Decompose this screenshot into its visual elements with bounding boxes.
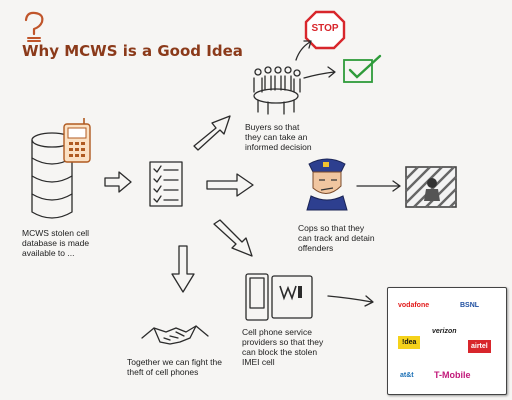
arrow-to-checklist (104, 171, 132, 193)
arrow-to-jail (356, 180, 401, 192)
att-logo: at&t (400, 372, 414, 379)
providers-label: Cell phone service providers so that the… (242, 327, 324, 367)
airtel-logo: airtel (468, 340, 491, 353)
arrow-to-carriers (327, 295, 374, 307)
idea-logo: !dea (398, 336, 421, 349)
together-label: Together we can fight the theft of cell … (127, 357, 222, 377)
checklist-icon (149, 161, 183, 207)
cell-phone-icon (63, 118, 91, 163)
tmobile-logo: T-Mobile (434, 370, 471, 380)
question-mark-icon (24, 11, 44, 42)
arrow-to-together (171, 245, 195, 293)
arrow-to-providers (213, 219, 253, 257)
cop-icon (306, 158, 348, 211)
page-title: Why MCWS is a Good Idea (22, 42, 243, 60)
stop-sign-text: STOP (311, 23, 339, 34)
verizon-logo: verizon (432, 328, 457, 335)
database-label: MCWS stolen cell database is made availa… (22, 228, 90, 258)
handshake-icon (141, 325, 209, 345)
stop-sign-icon (304, 10, 346, 50)
carriers-panel: vodafone BSNL verizon !dea airtel at&t T… (387, 287, 507, 395)
check-mark-icon (343, 54, 382, 83)
vodafone-logo: vodafone (398, 302, 430, 309)
arrow-to-buyers (193, 115, 231, 151)
audience-icon (253, 66, 301, 115)
phone-block-icon (245, 273, 313, 321)
cops-label: Cops so that they can track and detain o… (298, 223, 375, 253)
arrow-to-stop (295, 40, 312, 61)
jail-icon (405, 166, 457, 208)
buyers-label: Buyers so that they can take an informed… (245, 122, 312, 152)
arrow-to-cops (206, 173, 254, 197)
bsnl-logo: BSNL (460, 302, 480, 309)
arrow-to-check (303, 66, 336, 79)
